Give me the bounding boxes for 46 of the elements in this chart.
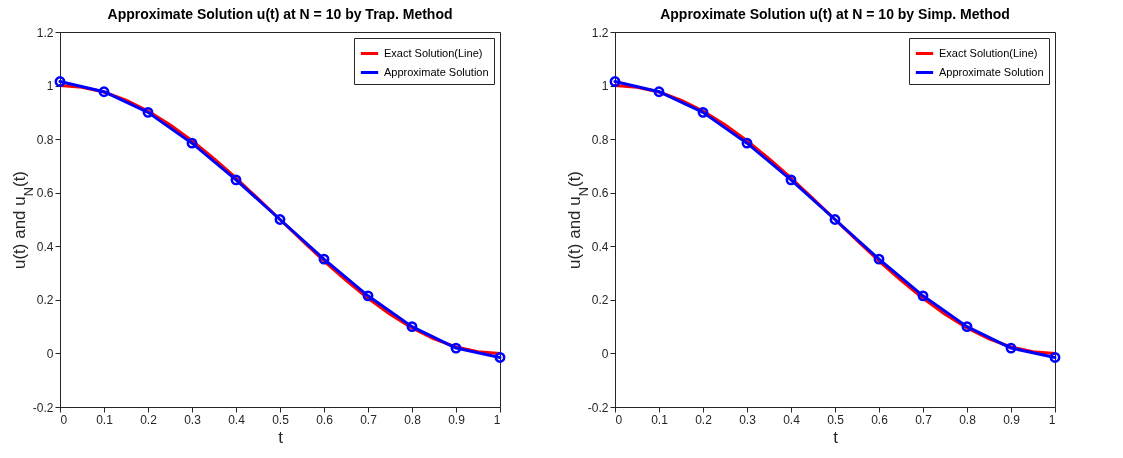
chart-title: Approximate Solution u(t) at N = 10 by Trap. Method <box>107 6 453 22</box>
x-tick-label: 0.8 <box>959 412 977 427</box>
y-tick-label: 0.8 <box>591 132 609 147</box>
x-tick-label: 0.6 <box>871 412 889 427</box>
x-tick-label: 0.1 <box>96 412 114 427</box>
y-tick-label: 0.4 <box>36 239 54 254</box>
y-tick-label: 0.4 <box>591 239 609 254</box>
x-tick-label: 0.5 <box>827 412 845 427</box>
x-axis-title: t <box>833 427 839 447</box>
y-tick-label: 0.8 <box>36 132 54 147</box>
x-tick-label: 0.4 <box>783 412 801 427</box>
y-tick-label: 1.2 <box>591 25 609 40</box>
legend-label: Exact Solution(Line) <box>384 46 483 59</box>
y-tick-label: 0.2 <box>36 293 54 308</box>
y-tick-label: -0.2 <box>32 400 54 415</box>
y-tick-label: 0.6 <box>36 186 54 201</box>
x-tick-label: 0.2 <box>695 412 713 427</box>
x-tick-label: 0 <box>615 412 623 427</box>
x-tick-label: 0.3 <box>739 412 757 427</box>
x-tick-label: 0.7 <box>915 412 933 427</box>
x-tick-label: 0.7 <box>360 412 378 427</box>
legend-label: Approximate Solution <box>384 65 489 78</box>
x-tick-label: 0.4 <box>228 412 246 427</box>
x-tick-label: 0.9 <box>448 412 466 427</box>
x-tick-label: 1 <box>493 412 501 427</box>
y-tick-label: 0 <box>46 346 54 361</box>
x-tick-label: 0.3 <box>184 412 202 427</box>
x-tick-label: 0.1 <box>651 412 669 427</box>
y-tick-label: 1 <box>601 79 609 94</box>
y-tick-label: 0.2 <box>591 293 609 308</box>
y-tick-label: 0 <box>601 346 609 361</box>
legend-label: Exact Solution(Line) <box>939 46 1038 59</box>
y-tick-label: 0.6 <box>591 186 609 201</box>
x-tick-label: 0.2 <box>140 412 158 427</box>
y-tick-label: -0.2 <box>587 400 609 415</box>
x-tick-label: 0.6 <box>316 412 334 427</box>
x-tick-label: 0.5 <box>272 412 290 427</box>
x-tick-label: 0.8 <box>404 412 422 427</box>
y-tick-label: 1 <box>46 79 54 94</box>
x-tick-label: 0 <box>60 412 68 427</box>
x-axis-title: t <box>278 427 284 447</box>
x-tick-label: 0.9 <box>1003 412 1021 427</box>
x-tick-label: 1 <box>1048 412 1056 427</box>
chart-title: Approximate Solution u(t) at N = 10 by Simp. Method <box>660 6 1010 22</box>
legend-label: Approximate Solution <box>939 65 1044 78</box>
y-tick-label: 1.2 <box>36 25 54 40</box>
